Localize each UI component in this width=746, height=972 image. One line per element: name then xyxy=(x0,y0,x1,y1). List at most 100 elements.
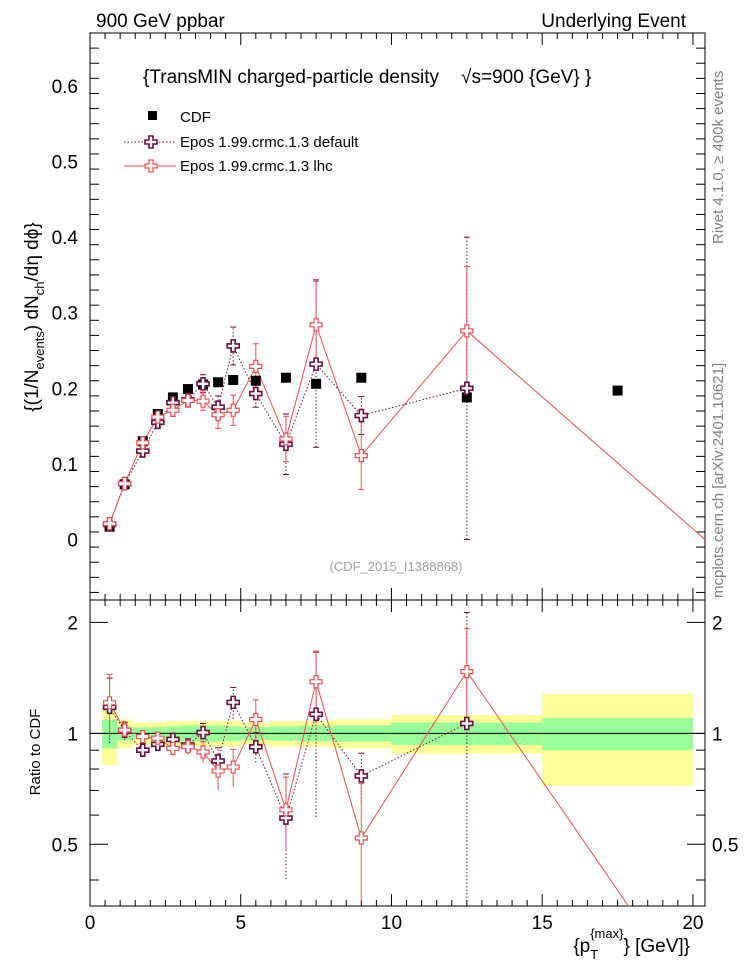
ratio-marker-lhc xyxy=(118,723,132,737)
y-tick-label: 0 xyxy=(67,531,78,552)
cdf-data-point xyxy=(280,372,291,383)
cdf-data-point xyxy=(182,384,193,395)
xlabel-part-1: {p xyxy=(573,936,590,957)
ratio-marker-lhc xyxy=(102,696,117,710)
series-marker-default xyxy=(460,381,474,396)
y-axis-label: {(1/Nevents) dNch/dη dϕ} xyxy=(22,222,47,411)
x-tick-label: 5 xyxy=(235,913,246,934)
ratio-marker-lhc xyxy=(460,665,474,679)
ratio-marker-default xyxy=(226,695,240,710)
series-marker-lhc xyxy=(102,517,117,531)
ratio-marker-default xyxy=(249,740,263,754)
series-marker-default xyxy=(226,339,240,353)
cdf-data-point xyxy=(228,375,239,386)
y-tick-label: 0.2 xyxy=(52,379,78,400)
legend: CDF Epos 1.99.crmc.1.3 default Epos 1.99… xyxy=(124,109,359,175)
ratio-tick-label-right: 0.5 xyxy=(712,835,738,856)
ratio-marker-lhc xyxy=(309,675,323,689)
ylabel-part-3: /dη dϕ} xyxy=(22,222,43,281)
ratio-marker-lhc xyxy=(196,745,210,759)
axis-ticks xyxy=(89,33,705,906)
ylabel-part-1: {(1/N xyxy=(22,369,43,411)
ratio-tick-label-right: 2 xyxy=(712,613,723,634)
series-marker-lhc xyxy=(181,393,195,408)
title-energy: =900 {GeV} } xyxy=(481,67,591,88)
ratio-marker-default xyxy=(196,725,210,740)
cdf-data-point xyxy=(311,378,322,389)
series-marker-default xyxy=(196,376,210,391)
series-marker-default xyxy=(249,386,263,401)
series-marker-lhc xyxy=(354,449,368,463)
series-marker-lhc xyxy=(118,476,132,491)
xlabel-sub-t: T xyxy=(590,947,598,962)
ratio-marker-lhc xyxy=(166,741,180,756)
legend-marker-cdf xyxy=(148,111,157,120)
legend-label-default: Epos 1.99.crmc.1.3 default xyxy=(180,134,359,151)
side-label-rivet: Rivet 4.1.0, ≥ 400k events xyxy=(710,71,727,244)
x-tick-label: 10 xyxy=(381,913,402,934)
ratio-marker-lhc xyxy=(279,803,293,817)
xlabel-part-2: } [GeV]} xyxy=(623,936,690,957)
cdf-data-point xyxy=(461,392,472,403)
cdf-data-point xyxy=(213,377,224,388)
ratio-tick-label-left: 0.5 xyxy=(52,835,78,856)
series-marker-lhc xyxy=(249,359,263,373)
ratio-marker-lhc xyxy=(211,764,225,778)
series-marker-lhc xyxy=(309,318,323,332)
series-marker-lhc xyxy=(196,394,210,408)
y-tick-label: 0.6 xyxy=(52,77,78,98)
ratio-panel-data xyxy=(102,611,630,906)
ratio-marker-lhc xyxy=(249,712,263,727)
ratio-panel-frame xyxy=(89,599,706,907)
legend-label-cdf: CDF xyxy=(180,109,211,126)
xlabel-sup-max: {max} xyxy=(590,926,624,941)
axis-tick-labels: 0 5 10 15 20 0 0.1 0.2 0.3 0.4 0.5 0.6 0.5 0.5 1 1 2 2 xyxy=(52,77,739,934)
ratio-marker-default xyxy=(309,707,323,722)
ratio-marker-lhc xyxy=(181,740,195,754)
series-marker-default xyxy=(309,357,323,371)
ratio-marker-lhc xyxy=(136,729,150,744)
series-marker-lhc xyxy=(151,410,165,424)
series-marker-lhc xyxy=(226,403,240,417)
ratio-tick-label-right: 1 xyxy=(712,724,723,745)
series-marker-default xyxy=(354,408,369,423)
cdf-data-point xyxy=(356,372,367,383)
plot-frames xyxy=(89,32,706,907)
chart-title: {TransMIN charged-particle density √s=900… xyxy=(143,67,591,88)
legend-marker-lhc xyxy=(144,159,158,173)
ylabel-sub-events: events xyxy=(32,331,47,370)
header-left: 900 GeV ppbar xyxy=(96,11,226,32)
series-marker-lhc xyxy=(279,432,293,446)
ratio-tick-label-left: 2 xyxy=(67,613,78,634)
ratio-marker-default xyxy=(354,769,369,783)
title-main: {TransMIN charged-particle density xyxy=(143,67,440,88)
ratio-marker-lhc xyxy=(151,731,165,745)
legend-label-lhc: Epos 1.99.crmc.1.3 lhc xyxy=(180,158,333,175)
ratio-marker-lhc xyxy=(354,831,368,845)
x-tick-label: 0 xyxy=(85,913,96,934)
y-tick-label: 0.3 xyxy=(52,304,78,325)
x-axis-label: {pT {max}} [GeV]} xyxy=(573,926,690,962)
ylabel-part-2: ) dN xyxy=(22,295,43,331)
series-marker-lhc xyxy=(136,436,150,450)
x-tick-label: 20 xyxy=(682,913,703,934)
series-line-default xyxy=(109,344,467,525)
y-tick-label: 0.4 xyxy=(52,228,79,249)
main-panel-data xyxy=(102,236,705,541)
ratio-tick-label-left: 1 xyxy=(67,724,78,745)
legend-marker-default xyxy=(144,135,158,149)
y-tick-label: 0.1 xyxy=(52,455,78,476)
ratio-marker-default xyxy=(460,716,474,731)
ratio-marker-default xyxy=(135,743,150,757)
x-tick-label: 15 xyxy=(532,913,553,934)
series-marker-lhc xyxy=(460,324,474,338)
cdf-data-point xyxy=(250,375,261,386)
header-right: Underlying Event xyxy=(541,11,686,32)
side-label-mcplots: mcplots.cern.ch [arXiv:2401.10621] xyxy=(710,363,727,598)
ylabel-sub-ch: ch xyxy=(32,282,47,296)
ratio-marker-lhc xyxy=(226,760,240,774)
title-sqrt-s: √s xyxy=(461,67,481,88)
y-tick-label: 0.5 xyxy=(52,153,78,174)
